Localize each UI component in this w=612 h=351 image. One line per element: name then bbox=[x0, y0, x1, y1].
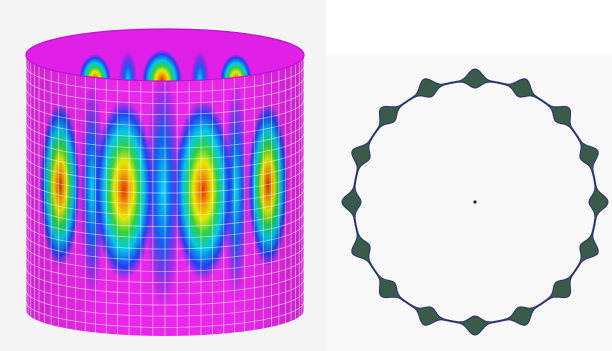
page: (() => { const ns = 'http://www.w3.org/2… bbox=[0, 0, 612, 351]
figure bbox=[0, 0, 612, 351]
center-dot bbox=[473, 200, 476, 203]
right-panel-bg bbox=[326, 55, 612, 351]
